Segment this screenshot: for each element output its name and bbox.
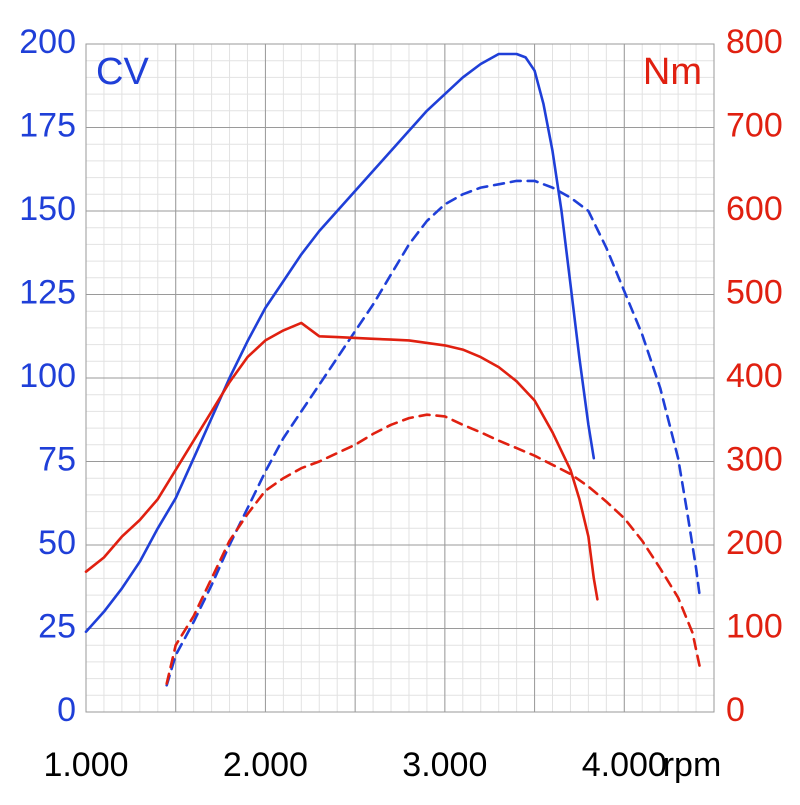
left-axis-tick-label: 50 — [38, 524, 76, 562]
right-axis-tick-label: 100 — [726, 607, 783, 645]
left-axis-tick-label: 100 — [19, 357, 76, 395]
tick-labels: 0 25 50 75 100 125 150 175 200 0 100 200 300 400 500 60… — [19, 23, 782, 784]
left-axis-tick-label: 75 — [38, 440, 76, 478]
x-axis-tick-label: 3.000 — [402, 746, 487, 784]
right-axis-tick-label: 0 — [726, 691, 745, 729]
x-axis-tick-label: 1.000 — [43, 746, 128, 784]
left-axis-tick-label: 0 — [57, 691, 76, 729]
right-axis-tick-label: 800 — [726, 23, 783, 61]
left-axis-tick-label: 150 — [19, 190, 76, 228]
nm-dashed-series-line — [165, 413, 701, 685]
right-axis-tick-label: 600 — [726, 190, 783, 228]
right-axis-tick-label: 400 — [726, 357, 783, 395]
major-grid — [85, 43, 715, 713]
left-axis-tick-label: 200 — [19, 23, 76, 61]
left-axis-tick-label: 125 — [19, 273, 76, 311]
right-axis-tick-label: 300 — [726, 440, 783, 478]
left-axis-tick-label: 25 — [38, 607, 76, 645]
right-axis-unit-label: Nm — [643, 51, 702, 93]
cv-solid-series-line — [84, 52, 596, 634]
plot-frame — [85, 43, 715, 713]
x-axis-unit-label: rpm — [663, 746, 722, 784]
series-layer — [84, 52, 701, 687]
right-axis-tick-label: 200 — [726, 524, 783, 562]
left-axis-unit-label: CV — [96, 51, 149, 93]
left-axis-tick-label: 175 — [19, 106, 76, 144]
nm-solid-series-line — [84, 321, 599, 601]
x-axis-tick-label: 2.000 — [223, 746, 308, 784]
cv-dashed-series-line — [165, 179, 701, 687]
right-axis-tick-label: 700 — [726, 106, 783, 144]
right-axis-tick-label: 500 — [726, 273, 783, 311]
x-axis-tick-label: 4.000 — [582, 746, 667, 784]
